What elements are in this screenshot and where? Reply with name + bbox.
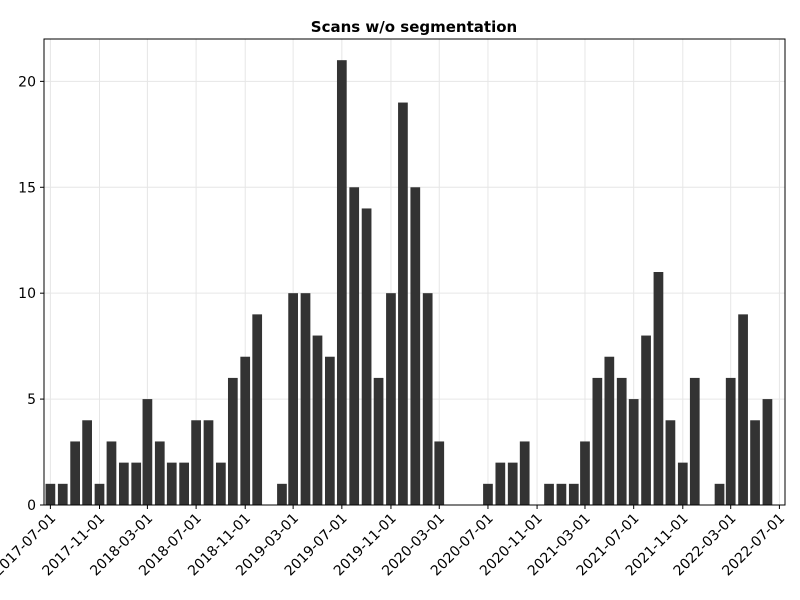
- bar: [580, 441, 590, 505]
- bar: [628, 399, 639, 505]
- bar: [131, 462, 142, 505]
- bar: [277, 483, 287, 505]
- bar: [398, 102, 408, 505]
- y-tick-label: 20: [18, 74, 36, 90]
- bar: [361, 208, 372, 506]
- bar: [714, 483, 725, 505]
- bar: [519, 441, 530, 505]
- plot-frame: [43, 38, 786, 506]
- bar: [434, 441, 445, 505]
- bar: [45, 483, 56, 505]
- y-tick-label: 0: [27, 498, 36, 514]
- bar: [556, 483, 567, 505]
- bar: [179, 462, 189, 505]
- bar: [227, 377, 238, 505]
- bar: [191, 420, 201, 505]
- bar: [106, 441, 117, 505]
- bar: [70, 441, 81, 505]
- bar: [665, 420, 676, 505]
- bar: [568, 483, 579, 505]
- bar: [677, 462, 688, 505]
- bar: [154, 441, 165, 505]
- y-tick-label: 10: [18, 286, 36, 302]
- bar: [324, 356, 335, 505]
- chart-title: Scans w/o segmentation: [311, 18, 517, 36]
- bar: [507, 462, 518, 505]
- bar: [300, 293, 311, 505]
- bar: [166, 462, 177, 505]
- bar: [483, 483, 493, 505]
- axes: [43, 38, 786, 506]
- bar: [616, 377, 627, 505]
- bar: [495, 462, 506, 505]
- bar: [386, 293, 396, 505]
- bar: [544, 483, 554, 505]
- y-axis-ticks: 0 5 10 15 20: [18, 74, 44, 514]
- y-tick-label: 5: [27, 392, 36, 408]
- bar: [349, 187, 360, 506]
- bar: [288, 293, 298, 505]
- bar: [57, 483, 68, 505]
- bar: [762, 399, 773, 505]
- bar: [312, 335, 323, 505]
- bar: [203, 420, 214, 505]
- bar: [653, 272, 664, 505]
- bar: [725, 377, 736, 505]
- bar: [94, 483, 105, 505]
- bar: [750, 420, 760, 505]
- bar: [336, 60, 347, 505]
- bar: [604, 356, 615, 505]
- bar: [373, 377, 384, 505]
- bar: [410, 187, 421, 506]
- x-axis-ticks: 2017-07-012017-11-012018-03-012018-07-01…: [0, 505, 788, 579]
- bar: [422, 293, 433, 505]
- bar: [240, 356, 251, 505]
- y-tick-label: 15: [18, 180, 36, 196]
- bar: [641, 335, 651, 505]
- bar: [689, 377, 700, 505]
- bar: [142, 399, 153, 505]
- bars: [45, 60, 773, 506]
- bar: [738, 314, 748, 505]
- bar: [118, 462, 129, 505]
- bar: [252, 314, 263, 505]
- bar: [592, 377, 603, 505]
- bar: [216, 462, 226, 505]
- bar: [82, 420, 92, 505]
